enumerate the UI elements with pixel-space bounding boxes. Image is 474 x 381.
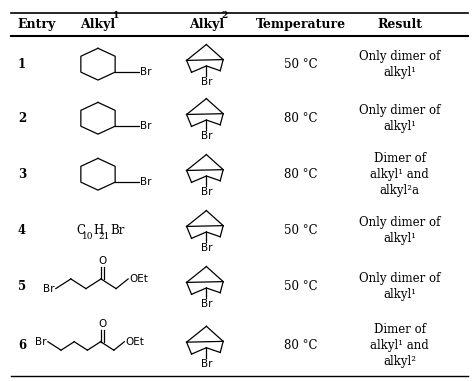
Text: 10: 10 — [82, 232, 94, 241]
Text: Dimer of
alkyl¹ and
alkyl²: Dimer of alkyl¹ and alkyl² — [370, 323, 429, 368]
Text: 80 °C: 80 °C — [284, 168, 318, 181]
Text: O: O — [98, 319, 106, 329]
Text: Alkyl: Alkyl — [81, 18, 116, 31]
Text: Entry: Entry — [18, 18, 56, 31]
Text: 1: 1 — [113, 11, 119, 19]
Text: Br: Br — [201, 243, 212, 253]
Text: H: H — [93, 224, 103, 237]
Text: OEt: OEt — [126, 337, 145, 347]
Text: 6: 6 — [18, 339, 26, 352]
Text: 50 °C: 50 °C — [284, 224, 318, 237]
Text: Only dimer of
alkyl¹: Only dimer of alkyl¹ — [359, 104, 440, 133]
Text: Br: Br — [201, 187, 212, 197]
Text: 21: 21 — [99, 232, 110, 241]
Text: Result: Result — [377, 18, 422, 31]
Text: 50 °C: 50 °C — [284, 58, 318, 70]
Text: 3: 3 — [18, 168, 26, 181]
Text: Only dimer of
alkyl¹: Only dimer of alkyl¹ — [359, 216, 440, 245]
Text: Br: Br — [201, 131, 212, 141]
Text: Temperature: Temperature — [255, 18, 346, 31]
Text: 80 °C: 80 °C — [284, 339, 318, 352]
Text: Br: Br — [201, 299, 212, 309]
Text: Br: Br — [43, 283, 55, 294]
Text: Only dimer of
alkyl¹: Only dimer of alkyl¹ — [359, 272, 440, 301]
Text: OEt: OEt — [129, 274, 148, 284]
Text: Br: Br — [110, 224, 125, 237]
Text: 4: 4 — [18, 224, 26, 237]
Text: 50 °C: 50 °C — [284, 280, 318, 293]
Text: Br: Br — [140, 177, 151, 187]
Text: Dimer of
alkyl¹ and
alkyl²a: Dimer of alkyl¹ and alkyl²a — [370, 152, 429, 197]
Text: 5: 5 — [18, 280, 26, 293]
Text: 80 °C: 80 °C — [284, 112, 318, 125]
Text: Br: Br — [201, 77, 212, 87]
Text: Br: Br — [140, 121, 151, 131]
Text: 1: 1 — [18, 58, 26, 70]
Text: Only dimer of
alkyl¹: Only dimer of alkyl¹ — [359, 50, 440, 78]
Text: O: O — [98, 256, 107, 266]
Text: C: C — [77, 224, 86, 237]
Text: Br: Br — [35, 337, 46, 347]
Text: Br: Br — [201, 359, 212, 369]
Text: Br: Br — [140, 67, 151, 77]
Text: 2: 2 — [221, 11, 228, 19]
Text: 2: 2 — [18, 112, 26, 125]
Text: Alkyl: Alkyl — [189, 18, 224, 31]
